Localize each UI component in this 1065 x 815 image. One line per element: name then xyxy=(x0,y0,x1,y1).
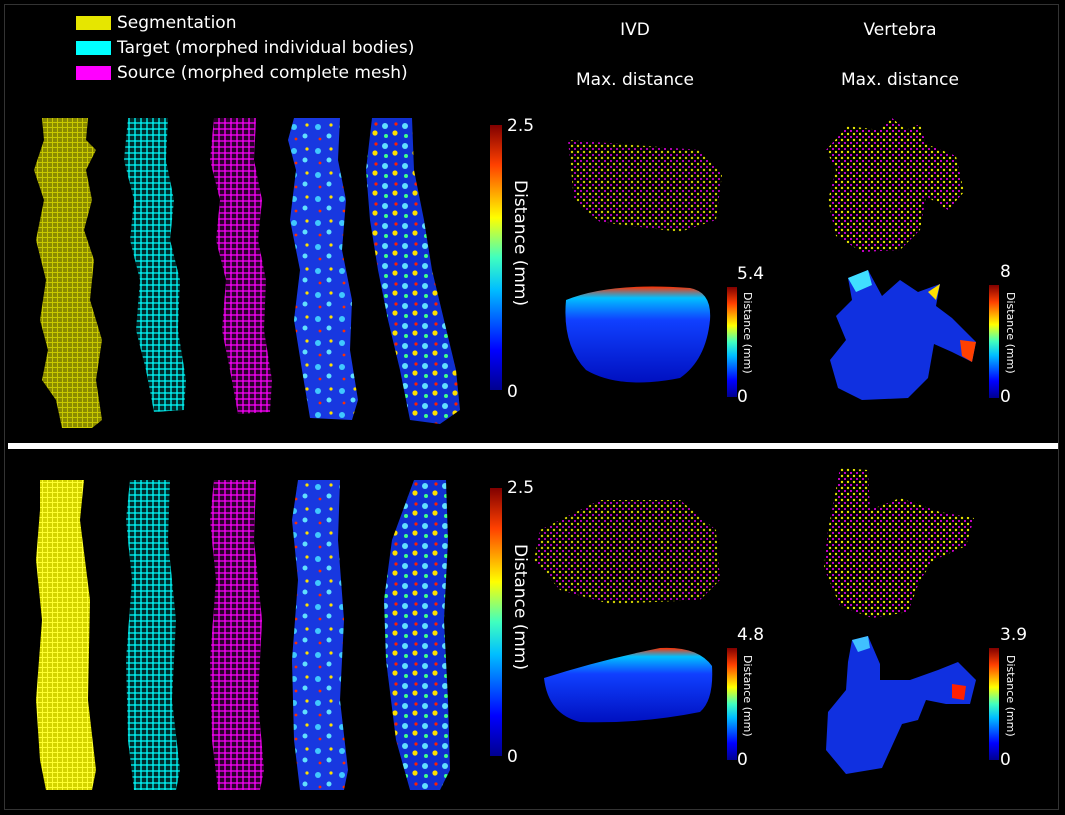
figure-frame xyxy=(4,4,1059,810)
legend-label: Segmentation xyxy=(117,12,237,33)
colorbar-bottom-vert-min: 0 xyxy=(1000,750,1011,770)
colorbar-top-spine-max: 2.5 xyxy=(507,116,535,136)
colorbar-top-ivd xyxy=(727,287,737,397)
colorbar-bottom-spine-max: 2.5 xyxy=(507,478,535,498)
ivd-subtitle: Max. distance xyxy=(576,70,694,90)
colorbar-top-ivd-title: Distance (mm) xyxy=(741,292,754,374)
vertebra-pointcloud-bottom xyxy=(824,468,974,618)
legend: Segmentation Target (morphed individual … xyxy=(76,10,414,85)
colorbar-top-vert-max: 8 xyxy=(1000,262,1011,282)
vertebra-subtitle: Max. distance xyxy=(841,70,959,90)
colorbar-bottom-spine xyxy=(490,488,502,756)
segmentation-spine-bottom xyxy=(36,480,96,790)
heat-spine-front-bottom xyxy=(292,480,348,790)
row-divider xyxy=(8,443,1058,449)
legend-item-target: Target (morphed individual bodies) xyxy=(76,35,414,60)
vertebra-surface-bottom xyxy=(826,636,976,774)
colorbar-bottom-spine-min: 0 xyxy=(507,747,518,767)
colorbar-top-vert xyxy=(989,285,999,398)
ivd-pointcloud-bottom xyxy=(534,500,720,604)
colorbar-top-ivd-min: 0 xyxy=(737,387,748,407)
colorbar-bottom-ivd-max: 4.8 xyxy=(737,625,765,645)
target-spine-top xyxy=(124,118,186,412)
colorbar-bottom-ivd-title: Distance (mm) xyxy=(741,655,754,737)
ivd-pointcloud-top xyxy=(568,140,722,232)
heat-spine-side-bottom xyxy=(384,480,450,790)
source-spine-bottom xyxy=(210,480,264,790)
colorbar-top-spine-min: 0 xyxy=(507,382,518,402)
swatch-target xyxy=(76,40,111,55)
colorbar-top-vert-title: Distance (mm) xyxy=(1004,292,1017,374)
swatch-source xyxy=(76,65,111,80)
legend-item-segmentation: Segmentation xyxy=(76,10,414,35)
swatch-segmentation xyxy=(76,15,111,30)
colorbar-bottom-vert-max: 3.9 xyxy=(1000,625,1028,645)
colorbar-bottom-vert-title: Distance (mm) xyxy=(1004,655,1017,737)
target-spine-bottom xyxy=(126,480,180,790)
legend-label: Source (morphed complete mesh) xyxy=(117,62,408,83)
segmentation-spine-top xyxy=(34,118,102,428)
vertebra-surface-top xyxy=(830,270,976,400)
source-spine-top xyxy=(210,118,272,414)
legend-item-source: Source (morphed complete mesh) xyxy=(76,60,414,85)
ivd-title: IVD xyxy=(620,20,650,40)
legend-label: Target (morphed individual bodies) xyxy=(117,37,415,58)
colorbar-bottom-vert xyxy=(989,648,999,760)
colorbar-bottom-spine-title: Distance (mm) xyxy=(510,544,530,671)
heat-spine-front-top xyxy=(288,118,358,420)
colorbar-bottom-ivd xyxy=(727,648,737,760)
ivd-surface-bottom xyxy=(544,647,713,723)
ivd-surface-top xyxy=(565,286,711,383)
vertebra-pointcloud-top xyxy=(826,118,964,252)
heat-spine-side-top xyxy=(366,118,460,424)
colorbar-top-ivd-max: 5.4 xyxy=(737,264,765,284)
colorbar-top-vert-min: 0 xyxy=(1000,387,1011,407)
colorbar-top-spine xyxy=(490,125,502,390)
vertebra-title: Vertebra xyxy=(863,20,937,40)
colorbar-bottom-ivd-min: 0 xyxy=(737,750,748,770)
colorbar-top-spine-title: Distance (mm) xyxy=(510,180,530,307)
